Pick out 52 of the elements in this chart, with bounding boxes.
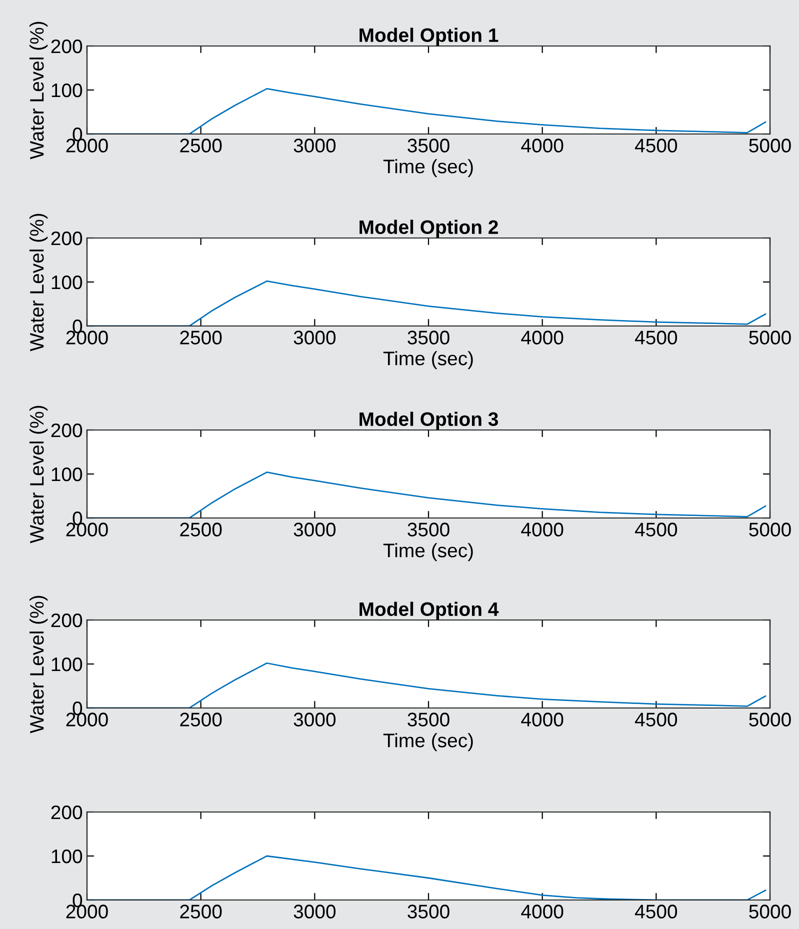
y-tick-label: 100 xyxy=(52,467,82,482)
x-tick-label: 3000 xyxy=(294,330,336,344)
chart-title: Model Option 3 xyxy=(360,412,498,430)
x-tick-label: 4500 xyxy=(634,138,678,152)
x-axis-title: Time (sec) xyxy=(383,159,473,178)
y-tick-label: 200 xyxy=(51,39,82,54)
x-tick-label: 3500 xyxy=(408,712,450,726)
x-tick-label: 3500 xyxy=(408,138,450,152)
x-tick-label: 5000 xyxy=(749,712,791,726)
x-tick-label: 4500 xyxy=(634,712,678,726)
y-axis-title: Water Level (%) xyxy=(29,596,48,734)
y-tick-label: 100 xyxy=(52,83,82,98)
x-tick-label: 3000 xyxy=(294,138,336,152)
y-axis-title: Water Level (%) xyxy=(29,214,48,352)
y-tick-label: 200 xyxy=(51,613,82,628)
y-axis-title: Water Level (%) xyxy=(29,22,48,160)
x-tick-label: 3500 xyxy=(408,330,450,344)
y-tick-label: 200 xyxy=(51,231,82,246)
x-tick-label: 4000 xyxy=(521,138,564,152)
y-tick-label: 200 xyxy=(51,805,82,820)
chart-title: Model Option 4 xyxy=(360,602,499,620)
x-tick-label: 4000 xyxy=(521,712,564,726)
x-tick-label: 4000 xyxy=(521,904,564,918)
y-tick-label: 100 xyxy=(52,849,82,864)
x-tick-label: 5000 xyxy=(749,522,791,536)
x-axis-title: Time (sec) xyxy=(383,351,473,370)
y-axis-title: Water Level (%) xyxy=(29,406,48,544)
x-tick-label: 2500 xyxy=(180,522,222,536)
chart-title: Model Option 2 xyxy=(360,220,498,238)
x-tick-label: 4000 xyxy=(521,330,564,344)
x-tick-label: 4000 xyxy=(521,522,564,536)
y-tick-label: 100 xyxy=(52,275,82,290)
x-tick-label: 3000 xyxy=(294,712,336,726)
x-tick-label: 4500 xyxy=(634,330,678,344)
y-tick-label: 200 xyxy=(51,423,82,438)
chart-title: Model Option 1 xyxy=(360,28,498,46)
x-tick-label: 2500 xyxy=(180,138,222,152)
x-axis-title: Time (sec) xyxy=(383,543,473,562)
x-tick-label: 4500 xyxy=(634,904,678,918)
x-axis-title: Time (sec) xyxy=(383,733,473,752)
x-tick-label: 2500 xyxy=(180,330,222,344)
y-tick-label: 100 xyxy=(52,657,82,672)
x-tick-label: 5000 xyxy=(749,904,791,918)
x-tick-label: 2500 xyxy=(180,712,222,726)
x-tick-label: 5000 xyxy=(749,138,791,152)
x-tick-label: 3500 xyxy=(408,522,450,536)
x-tick-label: 5000 xyxy=(749,330,791,344)
x-tick-label: 2500 xyxy=(180,904,222,918)
x-tick-label: 3000 xyxy=(294,904,336,918)
x-tick-label: 4500 xyxy=(634,522,678,536)
x-tick-label: 3000 xyxy=(294,522,336,536)
x-tick-label: 3500 xyxy=(408,904,450,918)
